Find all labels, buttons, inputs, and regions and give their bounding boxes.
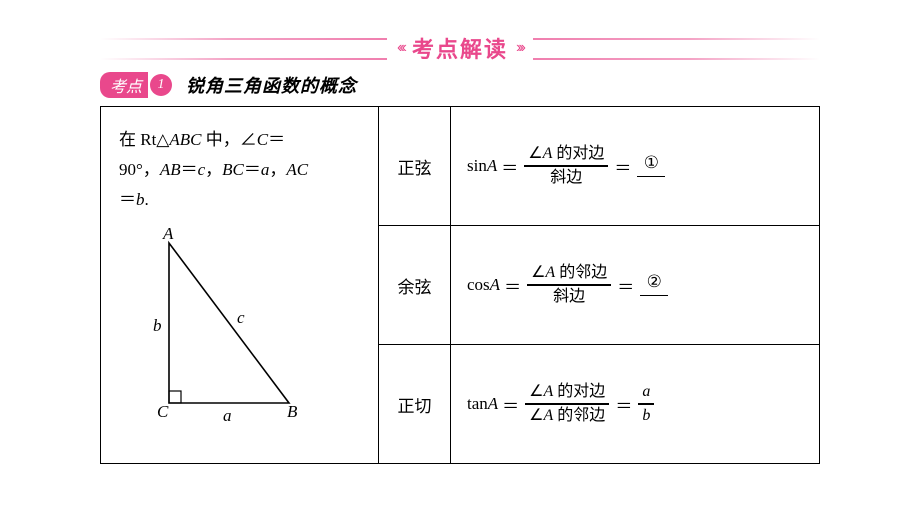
side-a: a: [223, 406, 232, 425]
tan-result-frac: a b: [638, 381, 654, 426]
row-sin: 正弦 sinA ＝ ∠A 的对边 斜边 ＝ ①: [379, 107, 819, 226]
formula-cos: cosA ＝ ∠A 的邻边 斜边 ＝ ②: [451, 226, 819, 344]
topic-row: 考点 1 锐角三角函数的概念: [100, 72, 820, 98]
formula-sin: sinA ＝ ∠A 的对边 斜边 ＝ ①: [451, 107, 819, 225]
premise-text: 在 Rt△ABC 中，∠C＝ 90°，AB＝c，BC＝a，AC ＝b.: [119, 125, 360, 215]
side-b: b: [153, 316, 162, 335]
topic-number-badge: 1: [150, 74, 172, 96]
topic-pill: 考点: [100, 72, 148, 98]
header-band: ‹‹‹ 考点解读 ›››: [100, 30, 820, 66]
side-c: c: [237, 308, 245, 327]
blank-1: ①: [637, 156, 665, 177]
label-sin: 正弦: [379, 107, 451, 225]
topic-title: 锐角三角函数的概念: [186, 72, 357, 98]
triangle-diagram: A C B b a c: [119, 223, 360, 443]
blank-2: ②: [640, 275, 668, 296]
label-tan: 正切: [379, 345, 451, 463]
chev-left-icon: ‹‹‹: [397, 39, 404, 57]
vertex-c: C: [157, 402, 169, 421]
header-center: ‹‹‹ 考点解读 ›››: [387, 32, 533, 64]
formula-column: 正弦 sinA ＝ ∠A 的对边 斜边 ＝ ① 余弦: [379, 107, 819, 463]
formula-tan: tanA ＝ ∠A 的对边 ∠A 的邻边 ＝ a b: [451, 345, 819, 463]
vertex-b: B: [287, 402, 298, 421]
label-cos: 余弦: [379, 226, 451, 344]
header-title: 考点解读: [412, 32, 508, 64]
main-box: 在 Rt△ABC 中，∠C＝ 90°，AB＝c，BC＝a，AC ＝b. A C …: [100, 106, 820, 464]
vertex-a: A: [162, 224, 174, 243]
row-tan: 正切 tanA ＝ ∠A 的对边 ∠A 的邻边 ＝ a b: [379, 345, 819, 463]
premise-cell: 在 Rt△ABC 中，∠C＝ 90°，AB＝c，BC＝a，AC ＝b. A C …: [101, 107, 379, 463]
chev-right-icon: ›››: [516, 39, 523, 57]
row-cos: 余弦 cosA ＝ ∠A 的邻边 斜边 ＝ ②: [379, 226, 819, 345]
